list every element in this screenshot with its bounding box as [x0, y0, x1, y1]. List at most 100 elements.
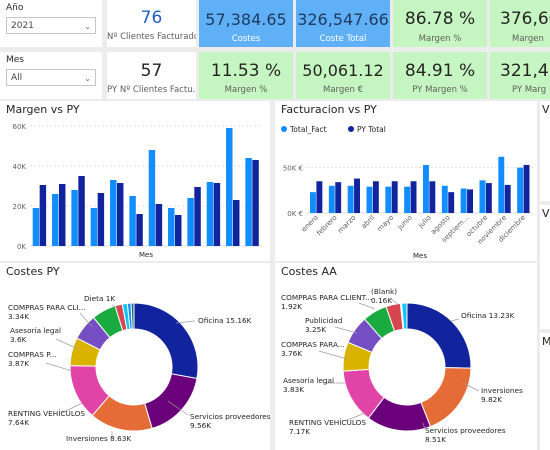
donut-slice [133, 302, 199, 380]
bar-current [366, 186, 373, 213]
facturacion-vs-py-panel: Facturacion vs PY Total_Fact PY Total 0K €… [275, 101, 537, 261]
bar-current [187, 198, 194, 246]
x-tick-label: marzo [336, 214, 357, 235]
kpi-margen-eur-value: 50,061.12 [302, 61, 384, 80]
bar-py [335, 182, 342, 213]
slice-label: Asesoría legal 3.6K [10, 326, 61, 344]
kpi-py-clientes-label: PY Nº Clientes Factu... [107, 85, 196, 95]
bar-py [78, 176, 85, 246]
bar-py [252, 160, 259, 246]
bar-current [517, 167, 524, 213]
bar-py [429, 181, 436, 213]
anio-slicer: Año 2021 ⌄ [0, 0, 102, 47]
mes-slicer: Mes All ⌄ [0, 52, 102, 99]
right-panel-2: V [540, 205, 550, 329]
x-tick-label: abril [360, 214, 377, 231]
bar-py [372, 181, 379, 213]
legend-marker [281, 126, 287, 132]
slice-label: RENTING VEHÍCULOS 7.64K [8, 409, 85, 427]
bar-py [467, 189, 473, 213]
bar-py [448, 192, 455, 213]
bar-current [226, 128, 233, 246]
kpi-py-margen-pct: 84.91 % PY Margen % [393, 52, 487, 99]
kpi-costes: 57,384.65 Costes [199, 0, 293, 47]
kpi-py-clientes-value: 57 [140, 61, 163, 81]
margen-vs-py-panel: Margen vs PY 0K 20K 40K 60K Mes [0, 101, 270, 261]
bar-current [423, 164, 429, 213]
kpi-coste-total: 326,547.66 Coste Total [296, 0, 390, 47]
donut-slice [401, 302, 408, 330]
bar-current [310, 192, 316, 213]
slice-label: COMPRAS PARA CLIENT... 1.92K [281, 293, 372, 311]
slice-label: (Blank) 0.16K [371, 287, 397, 305]
bar-py [136, 214, 143, 246]
bar-py [59, 184, 66, 246]
bar-py [485, 183, 492, 213]
kpi-cut-top: 376,60 Margen [490, 0, 550, 47]
x-tick-label: febrero [315, 214, 339, 238]
anio-dropdown[interactable]: 2021 ⌄ [6, 17, 96, 34]
kpi-cut-top-label: Margen [512, 34, 544, 44]
kpi-clientes: 76 Nº Clientes Facturado [107, 0, 196, 47]
bar-py [213, 183, 221, 246]
slice-label: COMPRAS PARA CLI... 3.34K [8, 303, 86, 321]
legend-label: PY Total [357, 125, 386, 134]
slice-label: Inversiones 9.82K [481, 386, 523, 404]
chevron-down-icon: ⌄ [84, 74, 91, 83]
x-tick-label: junio [396, 214, 414, 232]
slice-label: Oficina 13.23K [461, 311, 515, 320]
bar-current [90, 208, 98, 246]
mes-dropdown[interactable]: All ⌄ [6, 69, 96, 86]
right-panel-1-title: V [542, 103, 550, 116]
y-tick-label: 0K € [287, 210, 303, 218]
mes-dropdown-value: All [11, 73, 23, 83]
mes-slicer-label: Mes [6, 55, 24, 65]
kpi-margen-pct-label: Margen % [418, 34, 462, 44]
kpi-costes-label: Costes [231, 34, 261, 44]
slice-label: COMPRAS PARA... 3.76K [281, 340, 345, 358]
leader-line [450, 318, 460, 322]
leader-line [318, 350, 348, 360]
bar-current [479, 180, 486, 213]
kpi-margen-pct-py: 11.53 % Margen % [199, 52, 293, 99]
bar-py [354, 178, 360, 213]
costes-py-donut: Oficina 15.16K Servicios proveedores 9.56K… [8, 294, 270, 443]
kpi-cut-top-value: 376,60 [500, 9, 550, 29]
kpi-margen-pct-py-value: 11.53 % [210, 61, 282, 81]
legend-marker [348, 126, 354, 132]
slice-label: Inversiones 8.63K [66, 434, 131, 443]
leader-line [334, 326, 358, 334]
bar-current [328, 185, 335, 213]
costes-py-title: Costes PY [6, 265, 60, 278]
kpi-margen-pct-value: 86.78 % [404, 9, 476, 29]
y-tick-label: 40K [13, 163, 27, 171]
bar-current [245, 158, 252, 246]
donut-slice [420, 367, 472, 428]
bar-py [39, 185, 47, 246]
bar-current [52, 194, 59, 246]
x-axis-title: Mes [139, 251, 153, 259]
kpi-py-margen-pct-label: PY Margen % [412, 85, 468, 95]
y-tick-label: 50K € [283, 165, 303, 173]
chevron-down-icon: ⌄ [84, 22, 91, 31]
bar-current [32, 208, 40, 246]
kpi-margen-eur: 50,061.12 Margen € [296, 52, 390, 99]
bar-py [233, 200, 240, 246]
x-axis-title: Mes [413, 252, 427, 260]
costes-aa-panel: Costes AA Oficina 13.23K Inversiones 9.82K… [275, 263, 537, 450]
leader-line [422, 422, 426, 430]
slice-label: RENTING VEHÍCULOS 7.17K [289, 418, 366, 436]
right-panel-1: V [540, 101, 550, 201]
bar-py [97, 193, 105, 246]
leader-line [79, 312, 93, 328]
leader-line [167, 400, 189, 416]
right-panel-3-title: M [542, 335, 550, 348]
leader-line [358, 302, 376, 310]
slice-label: COMPRAS P... 3.87K [8, 350, 56, 368]
bar-current [404, 186, 411, 213]
kpi-coste-total-value: 326,547.66 [297, 10, 389, 29]
facturacion-vs-py-title: Facturacion vs PY [281, 103, 377, 116]
slice-label: Servicios proveedores 9.56K [190, 412, 270, 430]
slice-label: Asesoría legal 3.83K [283, 376, 334, 394]
bar-py [155, 204, 163, 246]
